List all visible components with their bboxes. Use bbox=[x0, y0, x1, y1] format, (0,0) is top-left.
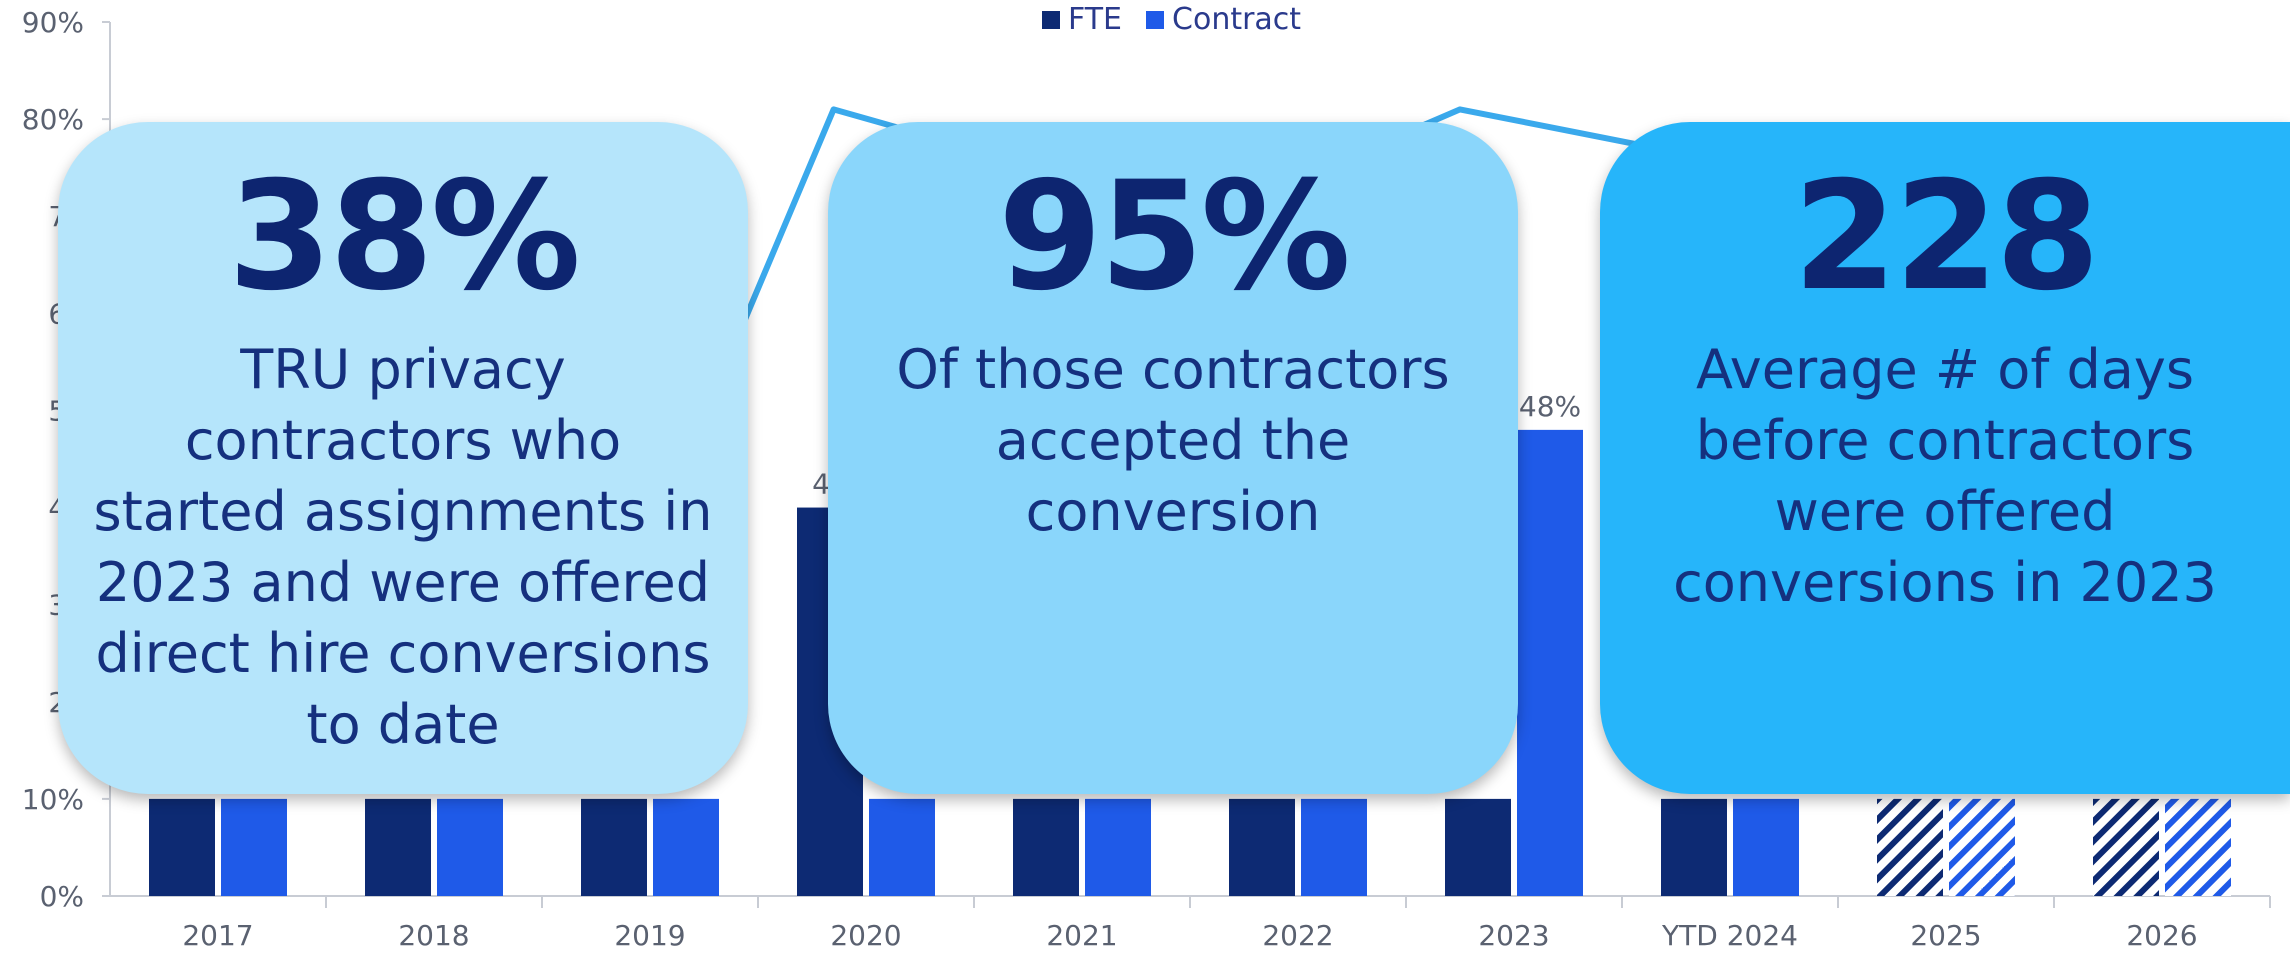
x-tick-label: 2018 bbox=[398, 919, 469, 952]
stat-card-accepted-conversion: 95% Of those contractors accepted the co… bbox=[828, 122, 1518, 794]
x-tick-label: 2021 bbox=[1046, 919, 1117, 952]
bar-contract bbox=[437, 798, 503, 896]
x-tick-label: 2025 bbox=[1910, 919, 1981, 952]
bar-contract bbox=[1733, 798, 1799, 896]
bar-fte bbox=[1013, 798, 1079, 896]
bar-contract bbox=[2165, 798, 2231, 896]
bar-fte bbox=[581, 798, 647, 896]
bars bbox=[149, 429, 2231, 896]
bar-fte bbox=[2093, 798, 2159, 896]
legend-item-fte: FTE bbox=[1042, 2, 1122, 37]
legend: FTE Contract bbox=[1042, 2, 1301, 37]
data-label: 48% bbox=[1519, 390, 1581, 423]
x-tick-label: 2017 bbox=[182, 919, 253, 952]
y-tick-label: 80% bbox=[22, 103, 84, 136]
bar-fte bbox=[149, 798, 215, 896]
x-tick-label: 2026 bbox=[2126, 919, 2197, 952]
x-tick-label: 2020 bbox=[830, 919, 901, 952]
bar-contract bbox=[653, 798, 719, 896]
bar-contract bbox=[1949, 798, 2015, 896]
legend-swatch-fte bbox=[1042, 10, 1060, 29]
x-tick-label: 2023 bbox=[1478, 919, 1549, 952]
legend-item-contract: Contract bbox=[1146, 2, 1301, 37]
stat-description: Average # of days before contractors wer… bbox=[1673, 338, 2217, 614]
stat-value: 228 bbox=[1792, 150, 2100, 324]
x-tick-label: YTD 2024 bbox=[1661, 919, 1798, 952]
stat-value: 95% bbox=[997, 150, 1351, 324]
bar-contract bbox=[1301, 798, 1367, 896]
stat-description: TRU privacy contractors who started assi… bbox=[93, 338, 713, 756]
y-tick-label: 90% bbox=[22, 6, 84, 39]
bar-fte bbox=[1877, 798, 1943, 896]
bar-contract bbox=[1517, 429, 1583, 896]
bar-fte bbox=[1229, 798, 1295, 896]
x-tick-label: 2019 bbox=[614, 919, 685, 952]
x-axis: 2017 2018 2019 2020 2021 2022 2023 YTD 2024 2025… bbox=[110, 895, 2271, 952]
bar-fte bbox=[365, 798, 431, 896]
bar-contract bbox=[869, 798, 935, 896]
bar-fte bbox=[1661, 798, 1727, 896]
legend-label-fte: FTE bbox=[1068, 2, 1123, 37]
legend-swatch-contract bbox=[1146, 10, 1165, 29]
legend-label-contract: Contract bbox=[1172, 2, 1302, 37]
y-tick-label: 0% bbox=[40, 880, 84, 913]
bar-fte bbox=[1445, 798, 1511, 896]
bar-contract bbox=[1085, 798, 1151, 896]
y-tick-label: 10% bbox=[22, 783, 84, 816]
stat-card-average-days: 228 Average # of days before contractors… bbox=[1600, 122, 2290, 794]
bar-contract bbox=[221, 798, 287, 896]
stat-card-contractors-offered: 38% TRU privacy contractors who started … bbox=[58, 122, 748, 794]
x-tick-label: 2022 bbox=[1262, 919, 1333, 952]
stat-description: Of those contractors accepted the conver… bbox=[896, 338, 1450, 543]
stat-value: 38% bbox=[227, 150, 581, 324]
